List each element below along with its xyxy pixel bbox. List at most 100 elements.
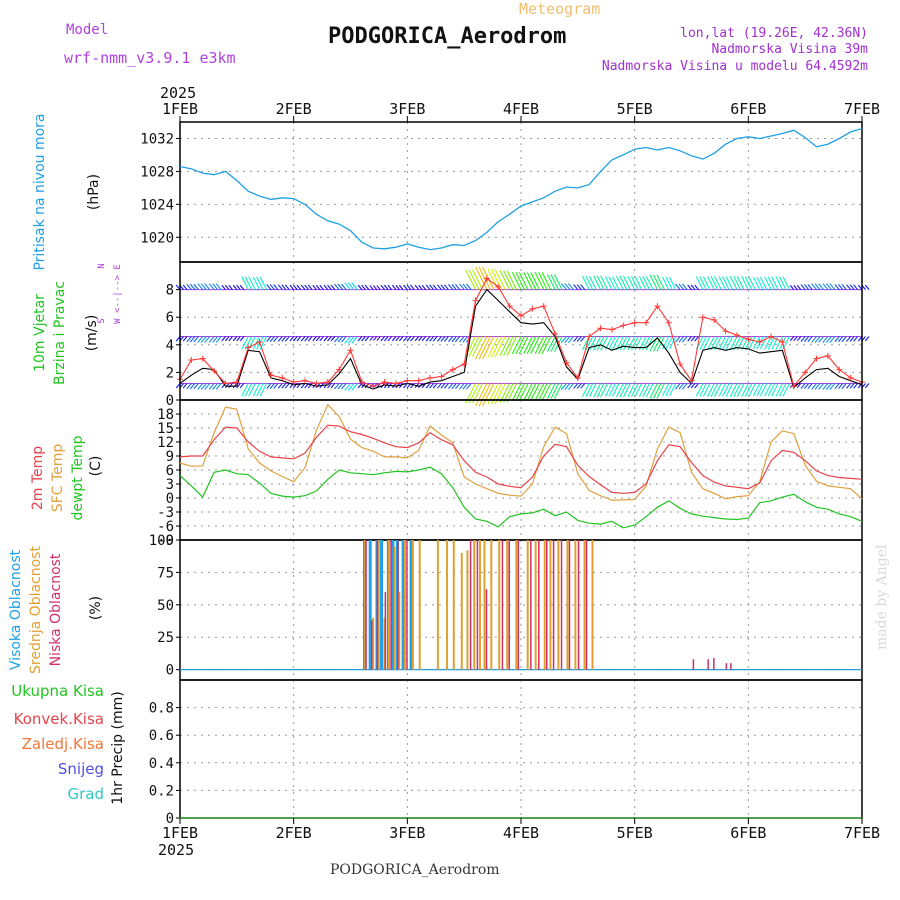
wind-gust-marker — [449, 366, 456, 373]
wind-barb — [236, 383, 241, 389]
wind-barb — [687, 336, 692, 342]
wind-barb — [490, 383, 503, 405]
cloud-mid-bar — [403, 540, 406, 670]
x-tick-label-bottom: 7FEB — [844, 824, 880, 842]
wind-barb — [649, 383, 658, 399]
wind-barb — [616, 383, 624, 398]
wind-barb — [560, 336, 567, 344]
wind-barb — [756, 276, 764, 290]
wind-barb — [281, 336, 287, 342]
wind-barb — [224, 336, 230, 342]
wind-barb — [239, 284, 245, 290]
wind-gust-marker — [267, 372, 274, 379]
cloud-low-bar — [469, 540, 472, 670]
wind-barb — [796, 383, 802, 388]
wind-barb — [403, 284, 408, 290]
wind-barb — [327, 383, 332, 389]
wind-barb — [215, 336, 222, 343]
wind-barb — [619, 383, 628, 398]
cloud-mid-bar — [534, 540, 537, 670]
wind-barb — [793, 336, 798, 342]
wind-barb — [669, 276, 677, 290]
wind-barb — [372, 285, 378, 290]
wind-barb — [380, 284, 386, 290]
model-label: Model — [66, 22, 108, 38]
wind-barb — [600, 275, 609, 290]
wind-barb — [300, 284, 306, 290]
wind-barb — [232, 383, 238, 389]
wind-barb — [669, 383, 677, 397]
wind-barb — [478, 383, 491, 407]
wind-barb — [853, 336, 859, 342]
wind-barb — [541, 383, 552, 402]
wind-barb — [642, 383, 651, 398]
wind-gust-marker — [824, 352, 831, 359]
wind-barb — [252, 336, 261, 350]
wind-barb — [576, 284, 582, 290]
x-tick-label-bottom: 5FEB — [617, 824, 653, 842]
wind-barb — [853, 284, 859, 290]
wind-barb — [638, 383, 647, 398]
wind-gust-marker — [699, 314, 706, 321]
wind-barb — [448, 336, 454, 343]
wind-barb — [800, 383, 806, 389]
wind-barb — [811, 383, 817, 390]
wind-barb — [487, 383, 499, 405]
wind-barb — [604, 276, 613, 290]
temperature-ytick-label: 15 — [157, 421, 174, 437]
wind-barb — [707, 383, 715, 398]
wind-gust-marker — [711, 316, 718, 323]
wind-barb — [503, 336, 514, 356]
wind-barb — [690, 284, 696, 290]
wind-gust-marker — [245, 344, 252, 351]
wind-barb — [197, 383, 204, 390]
wind-barb — [714, 275, 722, 290]
wind-barb — [334, 283, 340, 290]
precip-ylabel: 1hr Precip (mm) — [110, 691, 126, 804]
cloud-mid-bar — [557, 540, 560, 670]
wind-ytick-label: 4 — [166, 338, 174, 354]
temperature-ytick-label: 12 — [157, 435, 174, 451]
wind-barb — [414, 284, 420, 290]
x-tick-label-bottom: 6FEB — [730, 824, 766, 842]
wind-barb — [608, 383, 616, 397]
wind-barb — [767, 383, 776, 397]
wind-barb — [547, 383, 556, 399]
wind-barb — [523, 336, 533, 354]
x-tick-label-bottom: 3FEB — [389, 824, 425, 842]
wind-gust-marker — [563, 359, 570, 366]
wind-barb — [387, 284, 393, 290]
wind-barb — [236, 336, 241, 342]
cloud-low-bar — [577, 540, 580, 670]
wind-barb — [829, 383, 836, 390]
wind-barb — [403, 336, 408, 342]
wind-barb — [725, 336, 734, 350]
wind-barb — [702, 276, 711, 290]
pressure-line — [179, 127, 863, 251]
wind-barb — [337, 336, 344, 343]
wind-barb — [323, 383, 329, 389]
wind-barb — [410, 284, 415, 290]
wind-barb — [482, 383, 495, 407]
wind-barb — [764, 383, 772, 397]
wind-barb — [585, 275, 594, 290]
wind-barb — [186, 383, 192, 390]
wind-barb — [800, 284, 806, 290]
wind-barb — [224, 383, 230, 389]
cloud-mid-bar — [445, 540, 448, 670]
wind-barb — [690, 383, 696, 389]
wind-barb — [627, 336, 636, 351]
temperature-ytick-label: 9 — [166, 449, 174, 465]
wind-barb — [440, 284, 446, 290]
wind-barb — [319, 284, 324, 290]
cloud-mid-bar — [574, 540, 577, 670]
wind-barb — [538, 272, 548, 290]
wind-barb — [239, 336, 245, 342]
cloud-mid-bar — [372, 617, 375, 670]
wind-barb — [337, 283, 344, 290]
cloud-mid-bar — [466, 550, 469, 670]
wind-barb — [729, 383, 738, 398]
wind-gust-marker — [256, 339, 263, 346]
wind-barb — [604, 383, 613, 397]
